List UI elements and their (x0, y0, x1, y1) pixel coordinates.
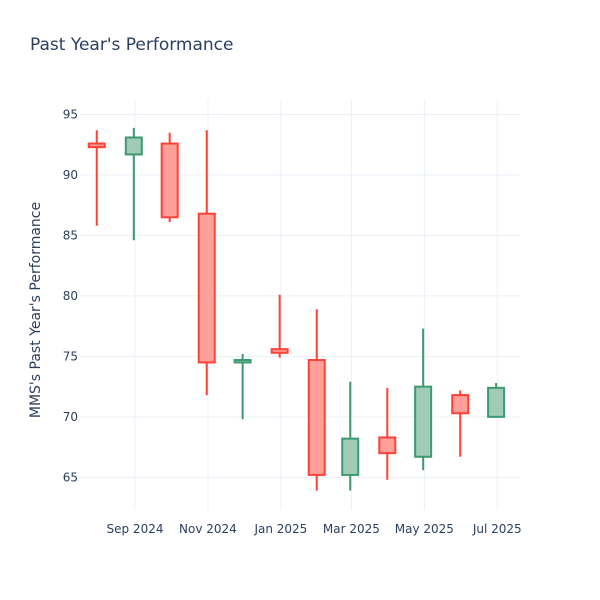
candle-body (451, 394, 470, 415)
x-tick-label: May 2025 (395, 522, 454, 536)
y-tick-label: 70 (63, 410, 78, 424)
candle-up (487, 383, 506, 418)
y-tick-label: 90 (63, 168, 78, 182)
y-tick-label: 85 (63, 228, 78, 242)
candle-up (124, 127, 143, 241)
candle-body (487, 386, 506, 418)
candle-body (87, 142, 106, 149)
candle-down (378, 387, 397, 480)
x-tick-label: Jan 2025 (253, 522, 307, 536)
candle-down (197, 130, 216, 396)
candle-up (341, 381, 360, 491)
candle-down (87, 130, 106, 226)
y-tick-label: 65 (63, 470, 78, 484)
y-tick-label: 95 (63, 108, 78, 122)
candle-body (270, 348, 289, 354)
candle-body (233, 359, 252, 364)
candle-down (160, 132, 179, 223)
x-tick-label: Mar 2025 (323, 522, 380, 536)
candle-up (414, 328, 433, 471)
candle-body (160, 142, 179, 219)
candle-layer (87, 127, 506, 491)
candle-body (307, 359, 326, 476)
candle-body (341, 437, 360, 476)
chart-title: Past Year's Performance (30, 35, 234, 55)
candle-body (197, 212, 216, 364)
grid-layer (80, 100, 520, 510)
y-tick-label: 80 (63, 289, 78, 303)
y-tick-labels: 65 70 75 80 85 90 95 (63, 108, 78, 485)
y-tick-label: 75 (63, 349, 78, 363)
x-tick-label: Sep 2024 (107, 522, 164, 536)
x-tick-labels: Sep 2024 Nov 2024 Jan 2025 Mar 2025 May 2025… (107, 522, 522, 536)
x-tick-label: Nov 2024 (179, 522, 237, 536)
candle-body (378, 436, 397, 455)
candle-body (124, 136, 143, 156)
candle-down (451, 390, 470, 457)
candle-body (414, 385, 433, 458)
candle-down (270, 294, 289, 358)
candle-up (233, 353, 252, 420)
x-tick-label: Jul 2025 (472, 522, 522, 536)
y-axis-label: MMS's Past Year's Performance (28, 202, 44, 418)
candle-down (307, 309, 326, 491)
